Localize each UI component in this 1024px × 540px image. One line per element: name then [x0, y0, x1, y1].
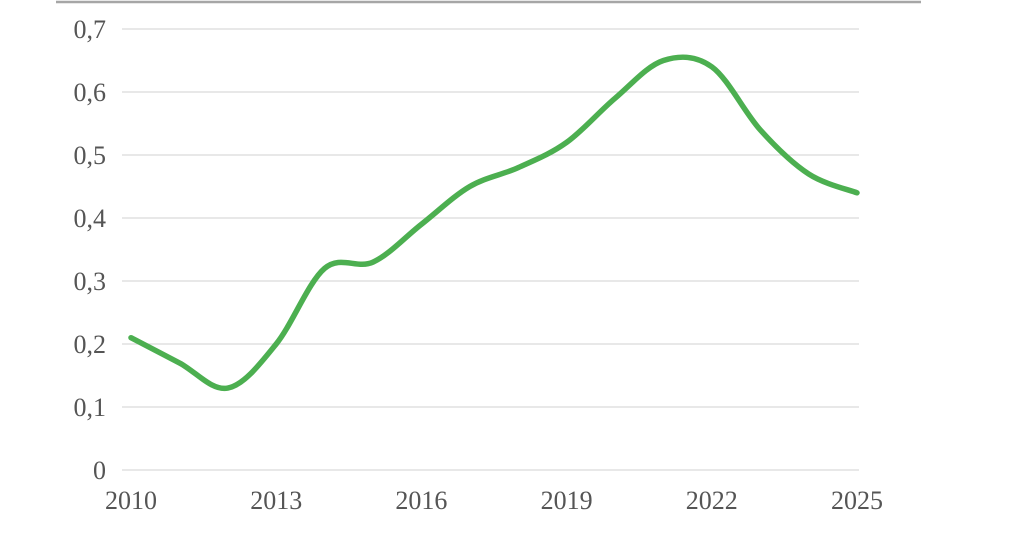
x-axis-tick-label: 2022 — [686, 486, 738, 515]
y-axis-tick-label: 0,6 — [74, 78, 107, 107]
y-axis-tick-label: 0,5 — [74, 141, 107, 170]
x-axis-tick-label: 2013 — [250, 486, 302, 515]
x-axis-labels: 2010 2013 2016 2019 2022 2025 — [105, 486, 883, 515]
series-line-path — [128, 54, 860, 392]
x-axis-tick-label: 2019 — [541, 486, 593, 515]
y-axis-tick-label: 0,2 — [74, 330, 107, 359]
gridlines — [122, 28, 859, 471]
y-axis-tick-label: 0,3 — [74, 267, 107, 296]
y-axis-labels: 0 0,1 0,2 0,3 0,4 0,5 0,6 0,7 — [74, 15, 107, 485]
y-axis-tick-label: 0,1 — [74, 393, 107, 422]
y-axis-tick-label: 0,4 — [74, 204, 107, 233]
x-axis-tick-label: 2016 — [395, 486, 447, 515]
x-axis-tick-label: 2025 — [831, 486, 883, 515]
x-axis-tick-label: 2010 — [105, 486, 157, 515]
y-axis-tick-label: 0 — [93, 456, 106, 485]
y-axis-tick-label: 0,7 — [74, 15, 107, 44]
